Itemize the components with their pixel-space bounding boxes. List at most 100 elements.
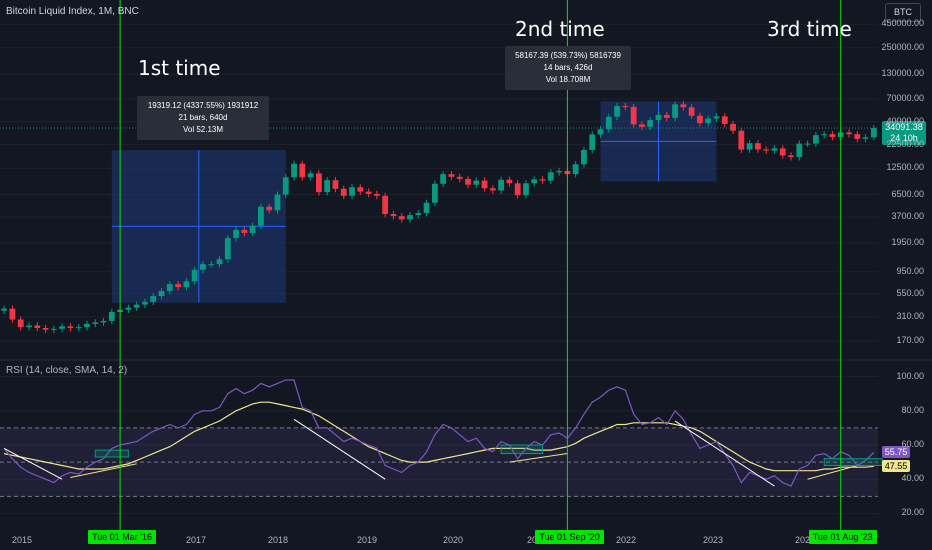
candle-body [812,135,819,144]
candle-body [514,183,521,196]
bar-countdown: 24 10h [890,132,918,143]
tooltip-bars: 21 bars, 640d [178,113,228,122]
last-price-tag: 34091.38 24 10h [882,120,926,145]
candle-body [423,202,430,214]
candle-body [390,214,397,217]
candle-body [26,325,32,328]
candle-body [589,134,596,150]
price-axis-tick: 250000.00 [881,41,924,52]
candle-body [315,173,322,193]
candle-body [17,319,24,328]
candle-body [59,326,66,329]
date-marker-label: Tue 01 Mar '16 [88,530,157,544]
candle-body [829,134,836,138]
price-axis-tick: 12500.00 [886,162,924,173]
tooltip-bars: 14 bars, 426d [543,63,593,72]
candle-body [382,195,389,215]
candle-body [183,281,190,288]
candle-body [788,155,794,158]
price-axis-tick: 6500.00 [891,188,924,199]
candle-body [224,238,231,260]
candle-body [67,326,74,328]
candle-body [796,143,803,158]
rsi-arrow [509,453,568,463]
rsi-trendline [293,418,386,480]
measure-tooltip-second: 58167.39 (539.73%) 5816739 14 bars, 426d… [505,46,631,90]
candle-body [622,106,629,108]
candle-body [738,130,745,150]
candle-body [357,187,364,192]
candle-body [498,179,505,191]
rsi-arrow [807,465,858,480]
candle-body [249,225,256,233]
candle-body [349,187,355,196]
candle-body [804,143,811,145]
candle-body [763,149,770,151]
candle-body [614,106,620,117]
candle-body [75,327,82,329]
rsi-axis-tick: 80.00 [901,404,924,415]
candle-body [523,183,529,196]
time-axis-tick: 2015 [12,535,33,545]
rsi-sma-line [3,401,874,472]
candle-body [175,284,181,288]
candle-body [216,259,223,265]
candlestick-series [0,101,878,334]
annotation-second: 2nd time [515,17,605,41]
candle-body [870,127,877,138]
candle-body [299,163,306,178]
candle-body [208,264,215,266]
candle-body [34,325,41,328]
last-price: 34091.38 [885,121,923,132]
candle-body [150,296,157,302]
currency-button[interactable]: BTC [885,3,921,22]
candle-body [282,177,289,195]
candle-body [854,134,861,139]
candle-body [754,143,761,150]
rsi-highlight-box [823,458,883,467]
candle-body [489,188,496,191]
tooltip-change: 19319.12 (4337.55%) 1931912 [147,101,259,110]
candle-body [266,206,273,211]
candle-body [639,124,645,127]
rsi-highlight-box [94,449,129,458]
annotation-third: 3rd time [767,17,852,41]
candle-body [688,107,695,116]
price-axis-tick: 3700.00 [891,211,924,222]
rsi-axis-tick: 60.00 [901,439,924,449]
annotation-first: 1st time [138,56,221,80]
candle-body [440,174,447,184]
time-axis-tick: 2018 [268,535,289,545]
rsi-arrow [70,463,137,479]
candle-body [332,180,339,189]
candle-body [655,114,662,121]
candle-body [233,229,239,239]
price-axis-tick: 70000.00 [886,93,924,104]
candle-body [672,104,678,118]
candle-body [92,322,99,324]
candle-body [556,170,563,173]
candle-body [200,264,206,270]
time-axis-tick: 2019 [357,535,378,545]
price-axis-tick: 1950.00 [891,236,924,247]
candle-body [663,114,670,118]
candle-body [448,174,455,177]
candle-body [291,163,297,178]
candle-body [108,311,115,321]
rsi-highlight-box [500,444,544,455]
time-axis-tick: 2017 [186,535,207,545]
candle-body [862,137,869,139]
rsi-indicator-label[interactable]: RSI (14, close, SMA, 14, 2) [6,365,128,376]
candle-body [431,183,438,203]
candle-body [697,115,703,124]
rsi-line [3,379,875,487]
date-marker-label: Tue 01 Aug '23 [808,530,877,544]
candle-body [373,193,380,196]
candle-body [50,328,57,330]
time-axis-tick: 2022 [616,535,637,545]
candle-body [713,116,720,119]
rsi-trendline [674,420,775,487]
tooltip-volume: Vol 52.13M [182,125,224,134]
rsi-axis-tick: 40.00 [901,473,924,484]
